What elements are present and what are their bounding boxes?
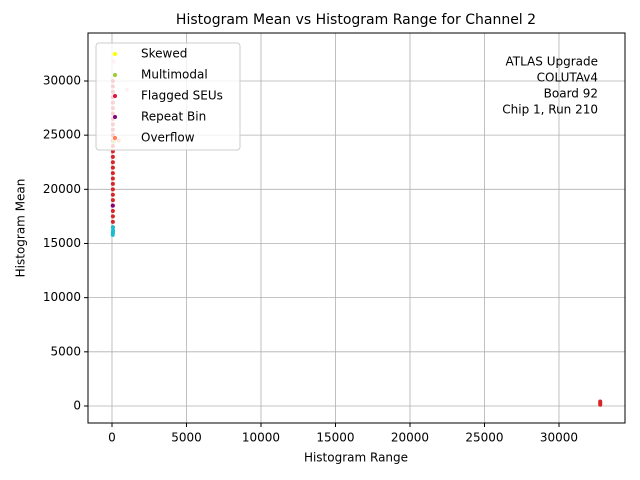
plot-frame [87, 32, 626, 424]
legend-marker [113, 115, 117, 119]
x-tick-label: 15000 [316, 431, 354, 445]
x-axis-label: Histogram Range [304, 451, 408, 465]
data-point [110, 165, 115, 170]
data-point [110, 187, 115, 192]
legend-label: Skewed [141, 47, 187, 61]
data-point [110, 192, 115, 197]
data-point [110, 198, 115, 203]
x-tick-label: 0 [108, 431, 116, 445]
data-point [110, 160, 115, 165]
legend-marker [113, 94, 117, 98]
data-point [111, 228, 116, 233]
legend-label: Repeat Bin [141, 110, 206, 124]
data-point [110, 171, 115, 176]
y-tick-label: 15000 [43, 236, 81, 250]
x-tick-label: 30000 [540, 431, 578, 445]
y-tick-label: 20000 [43, 182, 81, 196]
y-axis-label: Histogram Mean [14, 179, 28, 278]
legend-marker [113, 136, 117, 140]
chart-title: Histogram Mean vs Histogram Range for Ch… [176, 12, 536, 28]
data-point [110, 203, 115, 208]
legend-label: Overflow [141, 131, 195, 145]
y-tick-label: 10000 [43, 290, 81, 304]
x-tick-label: 25000 [465, 431, 503, 445]
data-point [110, 208, 115, 213]
legend-box [95, 42, 241, 151]
x-tick-label: 20000 [391, 431, 429, 445]
annotation: COLUTAv4 [537, 71, 598, 85]
legend-marker [113, 73, 117, 77]
y-tick-label: 25000 [43, 128, 81, 142]
annotation: Chip 1, Run 210 [502, 103, 598, 117]
x-tick-label: 5000 [171, 431, 202, 445]
data-point [598, 399, 603, 404]
legend-label: Flagged SEUs [141, 89, 223, 103]
legend-label: Multimodal [141, 68, 208, 82]
data-point [110, 214, 115, 219]
y-tick-label: 5000 [50, 344, 81, 358]
annotation: Board 92 [544, 87, 598, 101]
data-point [110, 154, 115, 159]
y-tick-label: 0 [73, 398, 81, 412]
legend-marker [113, 52, 117, 56]
data-point [110, 181, 115, 186]
x-tick-label: 10000 [242, 431, 280, 445]
data-point [110, 176, 115, 181]
annotation: ATLAS Upgrade [505, 55, 598, 69]
y-tick-label: 30000 [43, 73, 81, 87]
data-point [110, 225, 115, 230]
data-point [110, 219, 115, 224]
